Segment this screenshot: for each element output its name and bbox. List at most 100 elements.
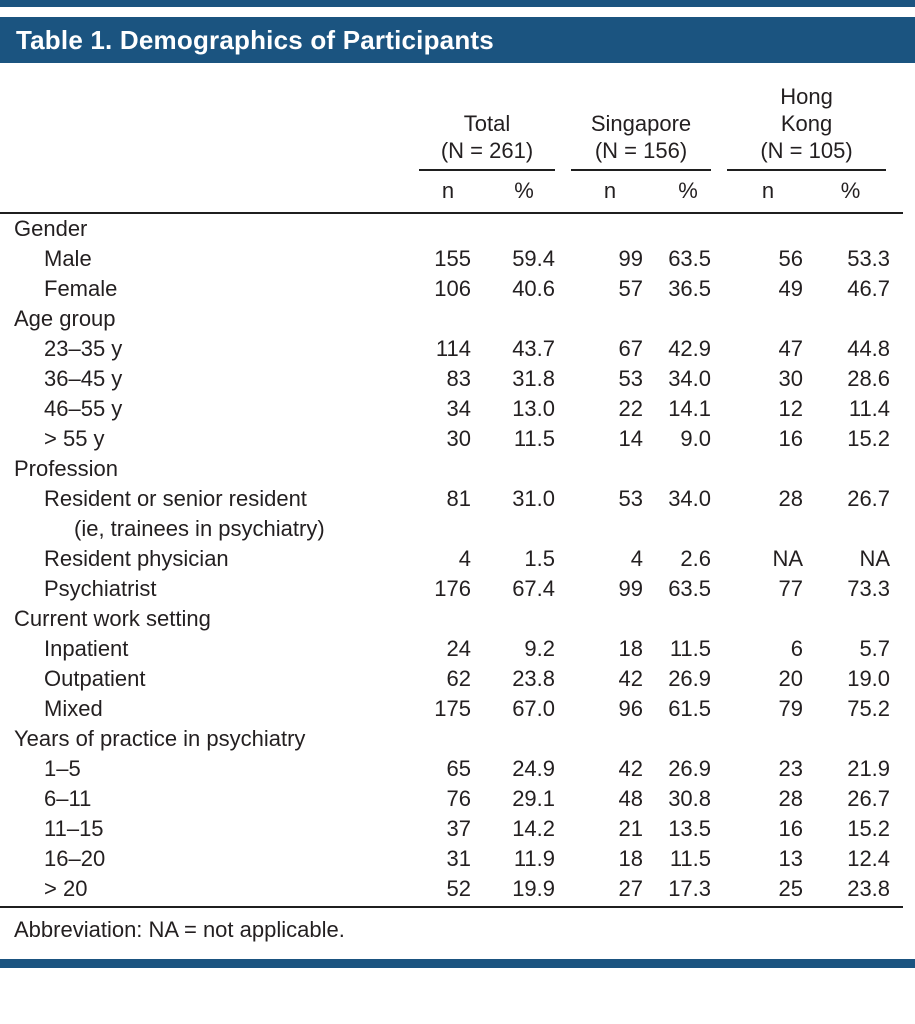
value-cell: 4 [630,546,644,571]
value-cell: 175 [434,696,471,721]
value-cell: 61.5 [668,696,712,721]
row-label: Female [44,276,118,301]
value-cell: 25 [778,876,804,901]
value-cell: 176 [434,576,471,601]
value-cell [812,213,903,244]
value-cell: 9.0 [680,426,712,451]
value-cell: 11.5 [669,636,712,661]
subheader-n-total: n [416,172,480,214]
value-cell: 16 [778,426,804,451]
value-cell [568,454,652,484]
value-cell: 40.6 [512,276,556,301]
value-cell: 37 [446,816,471,841]
value-cell: 46.7 [847,276,891,301]
data-row: 6–11 76 29.1 48 30.8 28 26.7 [0,784,903,814]
data-row: Psychiatrist 176 67.4 99 63.5 77 73.3 [0,574,903,604]
value-cell: 77 [778,576,804,601]
value-cell: 16 [778,816,804,841]
value-cell: 99 [618,246,644,271]
value-cell: 14 [618,426,644,451]
value-cell: 53 [618,366,644,391]
row-label: Psychiatrist [44,576,157,601]
label-column-spacer [0,77,416,172]
value-cell: 52 [446,876,471,901]
value-cell: 155 [434,246,471,271]
data-row: Resident or senior resident (ie, trainees… [0,484,903,544]
top-rule [0,0,915,7]
value-cell [568,604,652,634]
value-cell: 30 [446,426,471,451]
value-cell: 18 [618,846,644,871]
data-row: > 20 52 19.9 27 17.3 25 23.8 [0,874,903,904]
table-head: Total (N = 261) Singapore (N = 156) Hong… [0,77,904,214]
abbreviation-note: Abbreviation: NA = not applicable. [14,917,345,942]
value-cell: 11.5 [513,426,556,451]
value-cell: 22 [618,396,644,421]
data-row: Male 155 59.4 99 63.5 56 53.3 [0,244,903,274]
value-cell: 76 [446,786,471,811]
value-cell: 21 [618,816,644,841]
value-cell: 26.7 [847,786,891,811]
value-cell: 19.9 [512,876,556,901]
value-cell: 48 [618,786,644,811]
value-cell: 23.8 [512,666,556,691]
value-cell: 81 [446,486,471,511]
group-row: Age group [0,304,903,334]
data-row: Female 106 40.6 57 36.5 49 46.7 [0,274,903,304]
value-cell: 114 [435,336,471,361]
col-group-singapore: Singapore (N = 156) [568,77,724,172]
value-cell: 12.4 [847,846,891,871]
data-row: 1–5 65 24.9 42 26.9 23 21.9 [0,754,903,784]
value-cell: 15.2 [847,816,891,841]
col-group-total-n: (N = 261) [440,138,534,163]
value-cell: 42 [618,756,644,781]
row-label: Mixed [44,696,103,721]
demographics-table: Total (N = 261) Singapore (N = 156) Hong… [0,77,904,904]
value-cell: 43.7 [512,336,556,361]
group-row: Years of practice in psychiatry [0,724,903,754]
value-cell: 30.8 [668,786,712,811]
value-cell: 34.0 [668,486,712,511]
value-cell [416,213,480,244]
value-cell: 29.1 [512,786,556,811]
value-cell [416,304,480,334]
col-group-hongkong: Hong Kong (N = 105) [724,77,903,172]
value-cell: 62 [446,666,471,691]
value-cell: 59.4 [512,246,556,271]
value-cell: 28.6 [847,366,891,391]
value-cell: 56 [778,246,804,271]
value-cell: 31 [446,846,471,871]
value-cell: 75.2 [847,696,891,721]
group-row: Current work setting [0,604,903,634]
value-cell: 42.9 [668,336,712,361]
value-cell [480,724,568,754]
value-cell: 36.5 [668,276,712,301]
group-label: Profession [14,456,118,481]
value-cell [652,604,724,634]
value-cell: 63.5 [668,246,712,271]
data-row: 11–15 37 14.2 21 13.5 16 15.2 [0,814,903,844]
value-cell: 14.2 [512,816,556,841]
subheader-pct-hongkong: % [812,172,904,214]
value-cell: 14.1 [668,396,712,421]
value-cell: 11.4 [848,396,891,421]
value-cell: NA [859,546,891,571]
value-cell: 27 [618,876,644,901]
table-footnote-area: Abbreviation: NA = not applicable. [0,906,903,953]
value-cell: 2.6 [680,546,712,571]
row-label: > 55 y [44,426,105,451]
value-cell: 65 [446,756,471,781]
value-cell: 18 [618,636,644,661]
row-label: 6–11 [44,786,92,811]
value-cell [480,213,568,244]
value-cell [416,454,480,484]
value-cell: 79 [778,696,804,721]
value-cell [480,454,568,484]
value-cell [652,724,724,754]
value-cell: 42 [618,666,644,691]
value-cell: 15.2 [847,426,891,451]
row-label: Inpatient [44,636,129,661]
value-cell: 24.9 [512,756,556,781]
row-label: 23–35 y [44,336,123,361]
group-label: Age group [14,306,116,331]
